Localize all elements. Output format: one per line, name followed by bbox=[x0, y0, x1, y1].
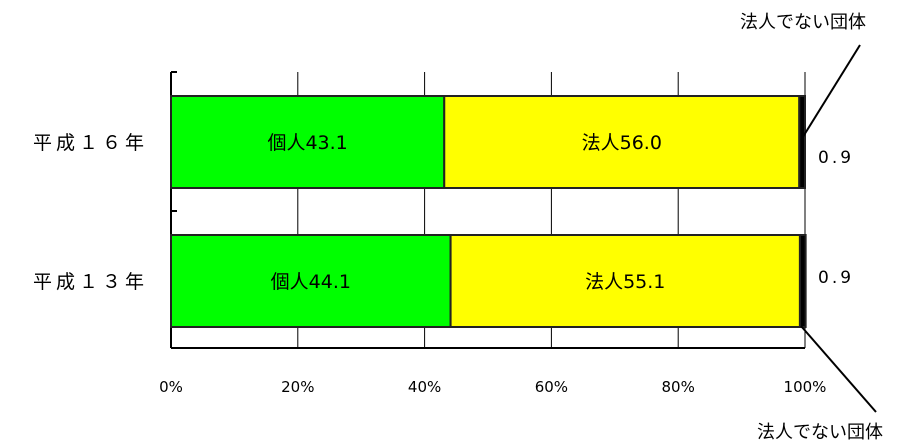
data-label: 個人44.1 bbox=[271, 271, 351, 293]
bar-segment bbox=[798, 95, 807, 189]
bar-segment bbox=[170, 95, 446, 189]
data-label: 0.9 bbox=[818, 148, 854, 168]
callout-leader bbox=[800, 325, 877, 413]
data-label: 法人55.1 bbox=[585, 271, 665, 293]
category-label: 平成１６年 bbox=[33, 132, 148, 154]
x-tick-label: 60% bbox=[535, 378, 568, 396]
x-tick-label: 20% bbox=[281, 378, 314, 396]
x-tick-label: 0% bbox=[159, 378, 183, 396]
data-label: 法人56.0 bbox=[582, 132, 662, 154]
data-label: 個人43.1 bbox=[267, 132, 347, 154]
callout-label: 法人でない団体 bbox=[740, 12, 866, 33]
data-label: 0.9 bbox=[818, 268, 854, 288]
category-label: 平成１３年 bbox=[33, 271, 148, 293]
x-tick-label: 40% bbox=[408, 378, 441, 396]
callout-label: 法人でない団体 bbox=[757, 422, 883, 443]
bar-segment bbox=[449, 234, 801, 328]
x-tick-label: 80% bbox=[662, 378, 695, 396]
bar-segment bbox=[443, 95, 801, 189]
x-tick-label: 100% bbox=[784, 378, 827, 396]
callout-leader bbox=[800, 44, 861, 141]
bar-segment bbox=[798, 234, 807, 328]
